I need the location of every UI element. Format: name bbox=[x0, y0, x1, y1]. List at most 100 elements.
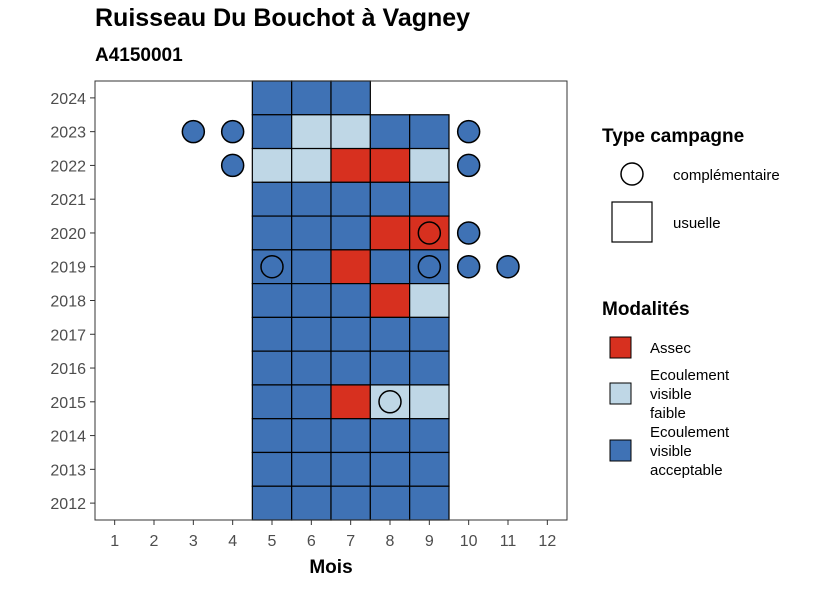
cell-2016-9 bbox=[409, 350, 450, 386]
cell-2021-6 bbox=[291, 181, 332, 217]
point-2022-10 bbox=[456, 153, 481, 178]
cell-2022-5 bbox=[251, 147, 293, 183]
cell-2022-8 bbox=[369, 147, 411, 183]
cell-2014-9 bbox=[409, 418, 450, 454]
cell-2015-6 bbox=[291, 384, 332, 420]
cells-layer bbox=[181, 80, 520, 521]
cell-2020-8 bbox=[369, 215, 411, 251]
cell-2019-8 bbox=[369, 249, 411, 285]
cell-2024-5 bbox=[251, 80, 293, 116]
cell-2016-5 bbox=[251, 350, 293, 386]
legend: Type campagne complémentaire usuelle Modali… bbox=[602, 126, 780, 479]
cell-2015-7 bbox=[330, 384, 371, 420]
y-tick-label: 2013 bbox=[50, 462, 86, 479]
point-2020-10 bbox=[456, 221, 481, 245]
legend-key-1 bbox=[609, 336, 632, 359]
cell-2023-9 bbox=[409, 114, 450, 150]
cell-2017-7 bbox=[330, 316, 371, 352]
point-2022-4 bbox=[220, 153, 245, 178]
legend-modalite-label: Assec bbox=[650, 340, 691, 357]
cell-2017-9 bbox=[409, 316, 450, 352]
legend-modalites-title: Modalités bbox=[602, 299, 690, 320]
point-2023-10 bbox=[456, 119, 481, 144]
cell-2024-6 bbox=[291, 80, 332, 116]
point-2019-10 bbox=[456, 254, 481, 279]
point-2019-9 bbox=[417, 254, 442, 279]
point-2023-3 bbox=[181, 119, 206, 144]
cell-2019-6 bbox=[291, 249, 332, 285]
cell-2013-8 bbox=[369, 451, 411, 487]
y-tick-label: 2019 bbox=[50, 260, 86, 277]
cell-2023-6 bbox=[291, 114, 332, 150]
legend-modalite-label: Ecoulement bbox=[650, 367, 730, 384]
legend-modalite-label: acceptable bbox=[650, 462, 723, 479]
cell-2018-9 bbox=[409, 283, 450, 318]
cell-2022-6 bbox=[291, 147, 332, 183]
legend-type-label: usuelle bbox=[673, 215, 721, 232]
cell-2024-7 bbox=[330, 80, 371, 116]
cell-2012-7 bbox=[330, 485, 371, 521]
cell-2018-7 bbox=[330, 283, 371, 318]
point-2020-9 bbox=[417, 221, 442, 245]
cell-2017-8 bbox=[369, 316, 411, 352]
cell-2019-7 bbox=[330, 249, 371, 285]
x-tick-label: 12 bbox=[538, 533, 556, 550]
y-tick-label: 2022 bbox=[50, 158, 86, 175]
y-tick-label: 2012 bbox=[50, 496, 86, 513]
cell-2023-5 bbox=[251, 114, 293, 150]
x-tick-label: 6 bbox=[307, 533, 316, 550]
cell-2016-6 bbox=[291, 350, 332, 386]
x-tick-label: 11 bbox=[500, 533, 517, 550]
x-tick-label: 3 bbox=[189, 533, 198, 550]
cell-2023-8 bbox=[369, 114, 411, 150]
legend-modalite-label: faible bbox=[650, 405, 686, 422]
legend-key-3 bbox=[609, 439, 632, 462]
cell-2022-7 bbox=[330, 147, 371, 183]
cell-2022-9 bbox=[409, 147, 450, 183]
legend-modalite-label: visible bbox=[650, 443, 692, 460]
legend-type-label: complémentaire bbox=[673, 167, 780, 184]
legend-key-circle bbox=[620, 162, 644, 186]
y-tick-label: 2014 bbox=[50, 429, 86, 446]
y-tick-label: 2018 bbox=[50, 294, 86, 311]
cell-2016-7 bbox=[330, 350, 371, 386]
legend-key-square bbox=[611, 201, 653, 243]
x-tick-label: 8 bbox=[386, 533, 395, 550]
cell-2021-7 bbox=[330, 181, 371, 217]
cell-2018-8 bbox=[369, 283, 411, 318]
cell-2021-5 bbox=[251, 181, 293, 217]
cell-2012-9 bbox=[409, 485, 450, 521]
cell-2021-9 bbox=[409, 181, 450, 217]
y-tick-label: 2023 bbox=[50, 125, 86, 142]
cell-2017-5 bbox=[251, 316, 293, 352]
y-tick-label: 2024 bbox=[50, 91, 86, 108]
legend-modalite-label: visible bbox=[650, 386, 692, 403]
chart-title: Ruisseau Du Bouchot à Vagney bbox=[95, 4, 471, 32]
cell-2020-7 bbox=[330, 215, 371, 251]
point-2019-11 bbox=[496, 254, 520, 279]
y-tick-label: 2021 bbox=[50, 192, 86, 209]
x-tick-label: 2 bbox=[150, 533, 159, 550]
cell-2013-9 bbox=[409, 451, 450, 487]
cell-2021-8 bbox=[369, 181, 411, 217]
x-tick-label: 10 bbox=[460, 533, 478, 550]
cell-2014-6 bbox=[291, 418, 332, 454]
cell-2015-9 bbox=[409, 384, 450, 420]
cell-2018-5 bbox=[251, 283, 293, 318]
cell-2015-5 bbox=[251, 384, 293, 420]
y-tick-label: 2020 bbox=[50, 226, 86, 243]
y-tick-label: 2016 bbox=[50, 361, 86, 378]
cell-2023-7 bbox=[330, 114, 371, 150]
y-tick-label: 2015 bbox=[50, 395, 86, 412]
point-2015-8 bbox=[378, 390, 402, 414]
cell-2013-5 bbox=[251, 451, 293, 487]
x-tick-label: 1 bbox=[110, 533, 119, 550]
legend-type-title: Type campagne bbox=[602, 126, 744, 147]
cell-2013-6 bbox=[291, 451, 332, 487]
cell-2012-6 bbox=[291, 485, 332, 521]
cell-2013-7 bbox=[330, 451, 371, 487]
chart-subtitle: A4150001 bbox=[95, 45, 183, 66]
y-tick-label: 2017 bbox=[50, 327, 86, 344]
point-2023-4 bbox=[220, 119, 245, 144]
